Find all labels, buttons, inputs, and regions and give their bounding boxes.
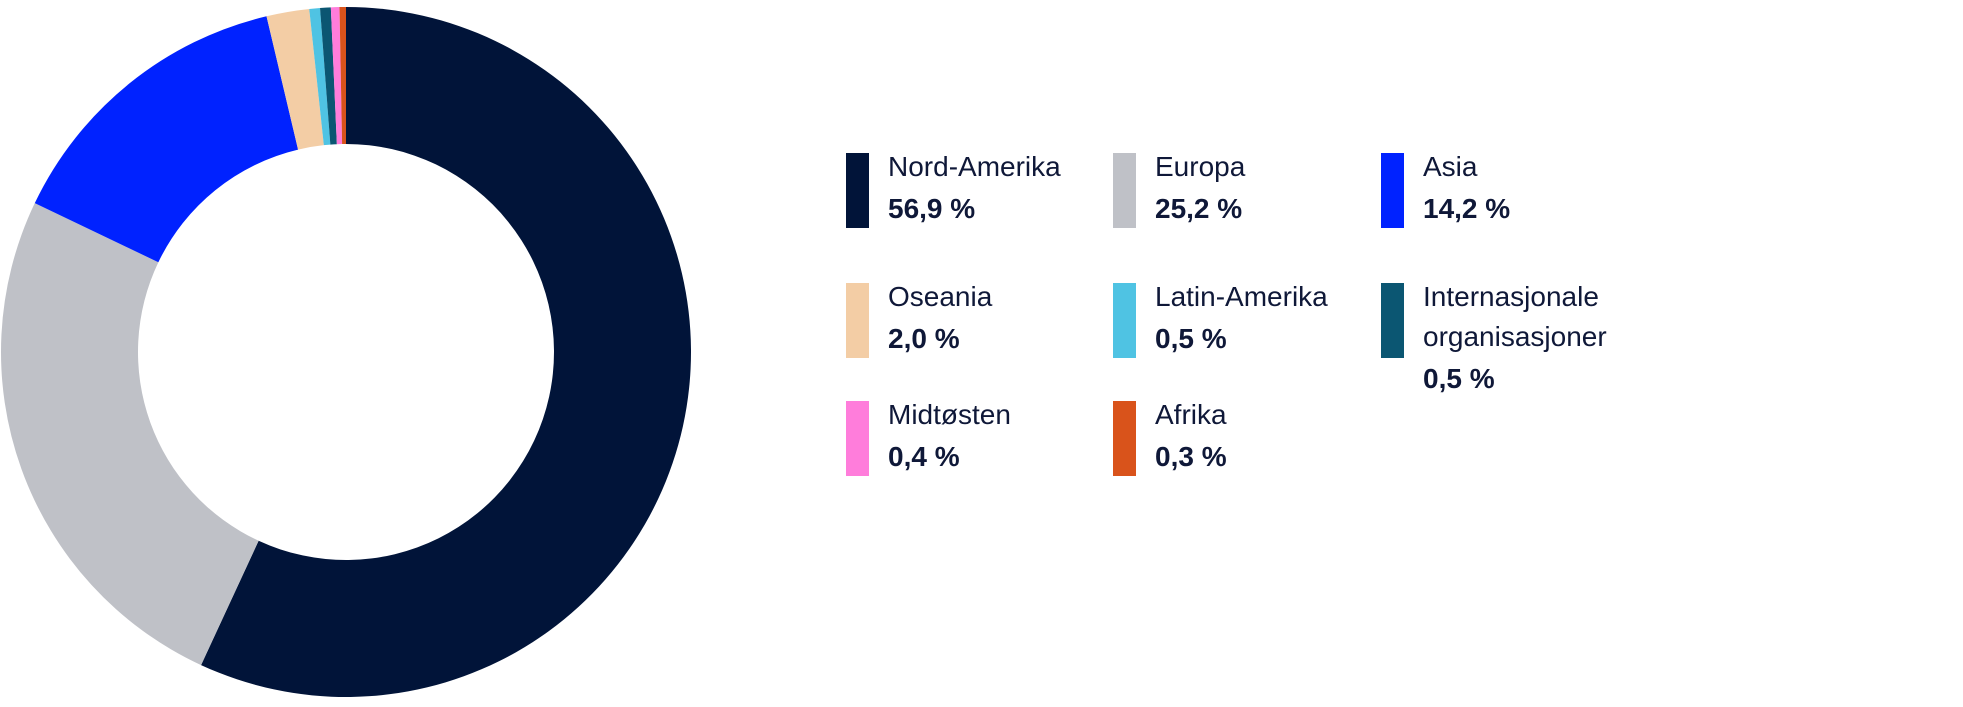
legend-label: Europa bbox=[1155, 151, 1246, 182]
legend-swatch bbox=[1381, 283, 1404, 358]
donut-slice-1 bbox=[0, 203, 259, 666]
legend-label: Internasjonale organisasjoner bbox=[1423, 281, 1607, 352]
legend-value: 0,3 % bbox=[1155, 441, 1227, 472]
legend-label: Nord-Amerika bbox=[888, 151, 1061, 182]
legend-swatch bbox=[1113, 283, 1136, 358]
legend-swatch bbox=[1113, 153, 1136, 228]
legend-value: 2,0 % bbox=[888, 323, 960, 354]
donut-slice-2 bbox=[34, 16, 299, 263]
donut-slice-7 bbox=[339, 7, 346, 145]
legend-swatch bbox=[1381, 153, 1404, 228]
legend-value: 25,2 % bbox=[1155, 193, 1243, 224]
donut-chart bbox=[0, 7, 691, 697]
legend-swatch bbox=[1113, 401, 1136, 476]
legend-label: Oseania bbox=[888, 281, 993, 312]
legend-swatch bbox=[846, 283, 869, 358]
legend-label: Asia bbox=[1423, 151, 1478, 182]
donut-slice-4 bbox=[309, 7, 331, 146]
legend-label: Midtøsten bbox=[888, 399, 1011, 430]
legend-value: 0,5 % bbox=[1155, 323, 1227, 354]
donut-slice-3 bbox=[266, 8, 324, 150]
legend-value: 0,5 % bbox=[1423, 363, 1495, 394]
donut-slice-0 bbox=[201, 7, 691, 697]
donut-slice-6 bbox=[330, 7, 343, 145]
legend-label: Latin-Amerika bbox=[1155, 281, 1328, 312]
donut-slice-5 bbox=[320, 7, 337, 145]
legend-label: Afrika bbox=[1155, 399, 1227, 430]
legend-value: 0,4 % bbox=[888, 441, 960, 472]
legend-swatch bbox=[846, 401, 869, 476]
legend-swatch bbox=[846, 153, 869, 228]
legend-value: 14,2 % bbox=[1423, 193, 1511, 224]
legend-value: 56,9 % bbox=[888, 193, 976, 224]
